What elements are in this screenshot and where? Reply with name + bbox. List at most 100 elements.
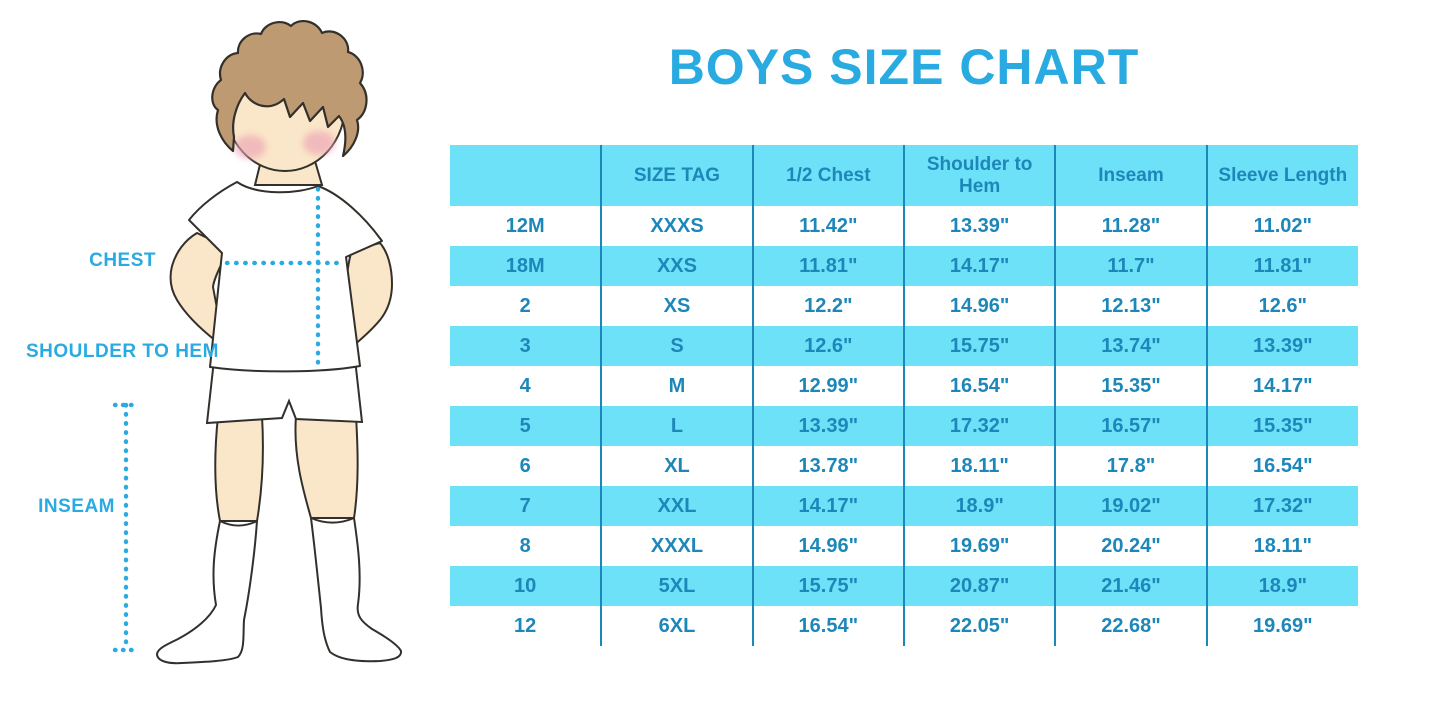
table-cell: 14.17" — [751, 486, 904, 526]
boy-left-leg — [214, 415, 264, 522]
boy-tshirt — [188, 181, 383, 373]
table-cell: 2 — [450, 286, 602, 326]
boy-right-cheek — [303, 131, 335, 155]
table-cell: 5 — [450, 406, 602, 446]
table-cell: 11.28" — [1054, 206, 1207, 246]
table-cell: 14.17" — [1205, 366, 1358, 406]
boy-left-sock — [155, 519, 259, 665]
table-cell: 19.69" — [1205, 606, 1358, 646]
shoulder-to-hem-label: SHOULDER TO HEM — [26, 341, 219, 362]
table-cell: 13.74" — [1054, 326, 1207, 366]
table-cell: 18M — [450, 246, 602, 286]
boy-right-leg — [294, 415, 359, 519]
table-cell: 17.32" — [1205, 486, 1358, 526]
page-title: BOYS SIZE CHART — [668, 39, 1140, 95]
table-cell: 13.39" — [1205, 326, 1358, 366]
table-cell: 15.35" — [1054, 366, 1207, 406]
table-cell: 18.11" — [902, 446, 1056, 486]
table-cell: 15.75" — [902, 326, 1056, 366]
table-cell: 16.54" — [902, 366, 1056, 406]
table-cell: S — [600, 326, 753, 366]
column-header: Sleeve Length — [1205, 145, 1358, 206]
table-cell: 8 — [450, 526, 602, 566]
table-cell: 10 — [450, 566, 602, 606]
table-row: 2 XS 12.2" 14.96" 12.13" 12.6" — [450, 286, 1358, 326]
table-cell: XXL — [600, 486, 753, 526]
table-header-row: SIZE TAG 1/2 Chest Shoulder to Hem Inseam Sl… — [450, 145, 1358, 206]
table-cell: L — [600, 406, 753, 446]
boy-left-arm — [169, 231, 226, 349]
table-row: 6 XL 13.78" 18.11" 17.8" 16.54" — [450, 446, 1358, 486]
table-cell: 12.99" — [751, 366, 904, 406]
boy-right-sock — [309, 516, 403, 663]
table-cell: 14.17" — [902, 246, 1056, 286]
table-cell: 12.6" — [1205, 286, 1358, 326]
table-cell: XXS — [600, 246, 753, 286]
table-cell: 16.57" — [1054, 406, 1207, 446]
table-cell: 21.46" — [1054, 566, 1207, 606]
table-row: 18M XXS 11.81" 14.17" 11.7" 11.81" — [450, 246, 1358, 286]
table-cell: 17.32" — [902, 406, 1056, 446]
table-cell: 6XL — [600, 606, 753, 646]
table-cell: 15.75" — [751, 566, 904, 606]
boy-left-cheek — [234, 135, 266, 159]
table-cell: 13.39" — [751, 406, 904, 446]
size-table: SIZE TAG 1/2 Chest Shoulder to Hem Inseam Sl… — [450, 145, 1358, 646]
table-cell: 22.68" — [1054, 606, 1207, 646]
table-cell: 7 — [450, 486, 602, 526]
table-row: 12M XXXS 11.42" 13.39" 11.28" 11.02" — [450, 206, 1358, 246]
table-cell: 13.78" — [751, 446, 904, 486]
table-cell: 14.96" — [751, 526, 904, 566]
table-row: 8 XXXL 14.96" 19.69" 20.24" 18.11" — [450, 526, 1358, 566]
table-cell: 22.05" — [902, 606, 1056, 646]
boy-illustration — [112, 20, 403, 665]
chest-label: CHEST — [89, 250, 156, 271]
inseam-label: INSEAM — [38, 496, 115, 517]
table-cell: 6 — [450, 446, 602, 486]
table-cell: 11.81" — [751, 246, 904, 286]
table-cell: 18.9" — [902, 486, 1056, 526]
table-cell: XL — [600, 446, 753, 486]
table-row: 7 XXL 14.17" 18.9" 19.02" 17.32" — [450, 486, 1358, 526]
table-cell: 17.8" — [1054, 446, 1207, 486]
table-cell: XXXL — [600, 526, 753, 566]
table-cell: 11.02" — [1205, 206, 1358, 246]
column-header: Shoulder to Hem — [902, 145, 1056, 206]
table-cell: 5XL — [600, 566, 753, 606]
column-header: Inseam — [1054, 145, 1207, 206]
boy-hair — [211, 20, 368, 158]
table-cell: 18.9" — [1205, 566, 1358, 606]
table-cell: 3 — [450, 326, 602, 366]
table-cell: 19.69" — [902, 526, 1056, 566]
table-cell: 12.13" — [1054, 286, 1207, 326]
table-cell: 13.39" — [902, 206, 1056, 246]
table-cell: 11.81" — [1205, 246, 1358, 286]
table-row: 4 M 12.99" 16.54" 15.35" 14.17" — [450, 366, 1358, 406]
table-cell: 18.11" — [1205, 526, 1358, 566]
table-cell: 19.02" — [1054, 486, 1207, 526]
table-cell: 16.54" — [751, 606, 904, 646]
table-row: 3 S 12.6" 15.75" 13.74" 13.39" — [450, 326, 1358, 366]
table-cell: 12.2" — [751, 286, 904, 326]
table-cell: 11.42" — [751, 206, 904, 246]
table-cell: M — [600, 366, 753, 406]
table-cell: 11.7" — [1054, 246, 1207, 286]
table-cell: 4 — [450, 366, 602, 406]
table-cell: 12.6" — [751, 326, 904, 366]
table-cell: 15.35" — [1205, 406, 1358, 446]
table-cell: 12M — [450, 206, 602, 246]
table-cell: 20.87" — [902, 566, 1056, 606]
table-cell: 20.24" — [1054, 526, 1207, 566]
column-header: SIZE TAG — [600, 145, 753, 206]
table-row: 10 5XL 15.75" 20.87" 21.46" 18.9" — [450, 566, 1358, 606]
boy-shorts — [205, 357, 364, 425]
table-cell: XXXS — [600, 206, 753, 246]
table-row: 12 6XL 16.54" 22.05" 22.68" 19.69" — [450, 606, 1358, 646]
table-cell: 16.54" — [1205, 446, 1358, 486]
table-cell: XS — [600, 286, 753, 326]
table-cell: 14.96" — [902, 286, 1056, 326]
table-row: 5 L 13.39" 17.32" 16.57" 15.35" — [450, 406, 1358, 446]
column-header — [450, 145, 602, 206]
table-cell: 12 — [450, 606, 602, 646]
